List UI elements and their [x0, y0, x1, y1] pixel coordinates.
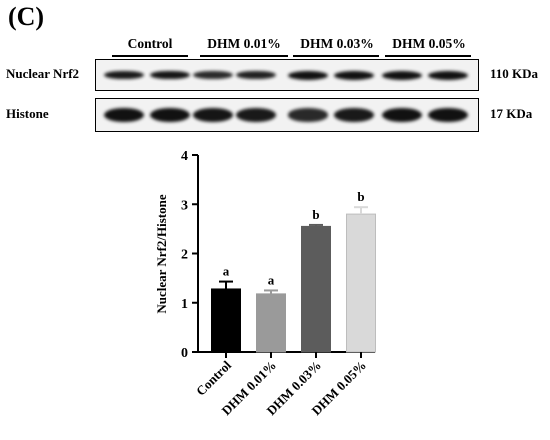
blot-group-label-dhm001: DHM 0.01%: [207, 36, 281, 51]
panel-label: (C): [8, 2, 45, 31]
blot-band: [428, 70, 468, 80]
blot-group-label-control: Control: [127, 36, 173, 51]
significance-label: a: [223, 264, 230, 279]
blot-band: [236, 108, 276, 122]
blot-size-label-histone: 17 KDa: [490, 106, 533, 121]
significance-label: b: [312, 207, 319, 222]
significance-label: b: [357, 189, 364, 204]
y-tick-label: 2: [181, 248, 188, 263]
blot-band: [288, 108, 328, 122]
y-axis-label: Nuclear Nrf2/Histone: [154, 194, 169, 313]
blot-group-line-dhm005: [385, 55, 471, 57]
blot-band: [150, 108, 190, 122]
blot-band: [382, 70, 422, 80]
bar: [211, 288, 241, 353]
blot-row-label-nrf2: Nuclear Nrf2: [6, 66, 80, 81]
blot-band: [104, 70, 144, 80]
blot-group-label-dhm003: DHM 0.03%: [300, 36, 374, 51]
blot-band: [193, 108, 233, 122]
blot-band: [104, 108, 144, 122]
bar: [256, 293, 286, 353]
bar: [301, 225, 331, 353]
blot-group-line-dhm001: [200, 55, 288, 57]
blot-band: [150, 70, 190, 80]
y-tick-label: 0: [181, 346, 188, 361]
blot-band: [193, 70, 233, 80]
significance-label: a: [268, 272, 275, 287]
blot-row-label-histone: Histone: [6, 106, 49, 121]
blot-band: [288, 70, 328, 80]
blot-band: [236, 70, 276, 80]
blot-band: [382, 108, 422, 122]
blot-band: [334, 70, 374, 80]
blot-size-label-nrf2: 110 KDa: [490, 66, 539, 81]
blot-group-line-control: [112, 55, 188, 57]
bar: [346, 213, 376, 353]
blot-band: [334, 108, 374, 122]
blot-image-histone: [95, 98, 479, 132]
blot-group-line-dhm003: [293, 55, 379, 57]
y-tick-label: 4: [181, 149, 188, 164]
blot-group-label-dhm005: DHM 0.05%: [392, 36, 466, 51]
y-tick-label: 3: [181, 198, 188, 213]
x-tick-label: Control: [193, 357, 234, 398]
blot-image-nrf2: [95, 59, 479, 91]
blot-band: [428, 108, 468, 122]
y-tick-label: 1: [181, 297, 188, 312]
